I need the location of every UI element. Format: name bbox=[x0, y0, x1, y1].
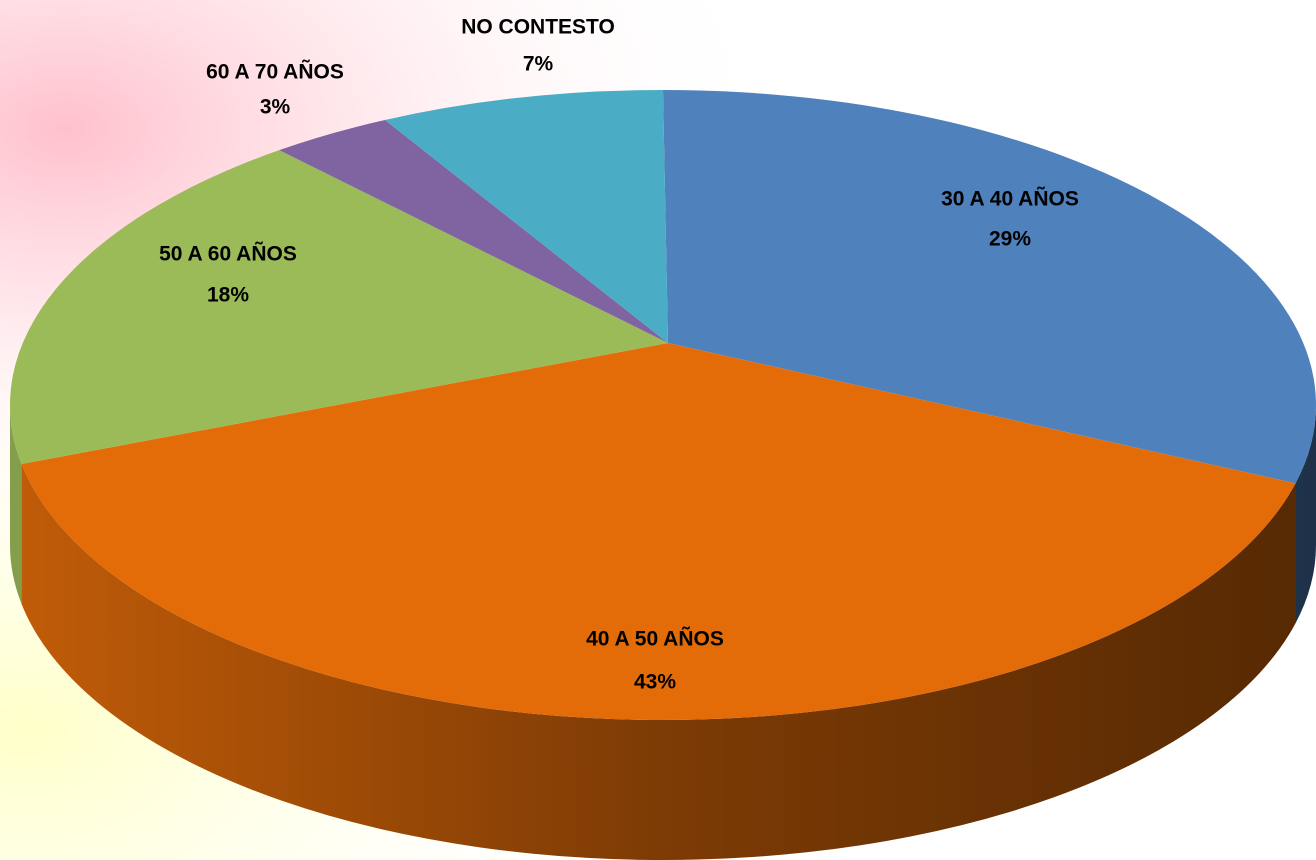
slice-value-label: 43% bbox=[634, 671, 676, 694]
slice-value-label: 3% bbox=[260, 96, 291, 119]
slice-label: 40 A 50 AÑOS bbox=[586, 628, 724, 651]
pie-slice bbox=[279, 119, 668, 343]
slice-label: 30 A 40 AÑOS bbox=[941, 188, 1079, 211]
pie-slice bbox=[384, 90, 668, 343]
slice-label: 50 A 60 AÑOS bbox=[159, 243, 297, 266]
pie-labels: 30 A 40 AÑOS 29% 40 A 50 AÑOS 43% 50 A 60 AÑ… bbox=[159, 16, 1079, 694]
slice-label: NO CONTESTO bbox=[461, 16, 615, 39]
pie-side bbox=[10, 405, 22, 605]
slice-value-label: 7% bbox=[523, 53, 554, 76]
pie-slice bbox=[9, 150, 668, 465]
slice-label: 60 A 70 AÑOS bbox=[206, 61, 344, 84]
pie-sides bbox=[10, 405, 1316, 860]
slice-value-label: 29% bbox=[989, 228, 1031, 251]
pie-tops bbox=[9, 90, 1316, 721]
pie-slice bbox=[663, 90, 1316, 484]
pie-slice bbox=[21, 343, 1296, 721]
pie-side bbox=[21, 464, 1296, 860]
pie-side bbox=[1295, 405, 1316, 624]
slice-value-label: 18% bbox=[207, 284, 249, 307]
